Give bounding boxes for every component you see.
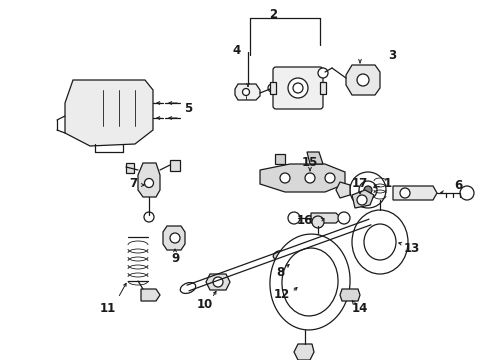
FancyBboxPatch shape — [273, 67, 323, 109]
Polygon shape — [65, 80, 153, 146]
Text: 8: 8 — [276, 266, 284, 279]
Ellipse shape — [364, 224, 396, 260]
Text: 1: 1 — [384, 176, 392, 189]
Polygon shape — [260, 164, 345, 192]
Circle shape — [288, 78, 308, 98]
Polygon shape — [170, 160, 180, 171]
Text: 11: 11 — [100, 302, 116, 315]
Polygon shape — [340, 289, 360, 301]
Polygon shape — [275, 154, 285, 164]
Text: 7: 7 — [129, 176, 137, 189]
Text: 17: 17 — [352, 176, 368, 189]
Text: 13: 13 — [404, 242, 420, 255]
Circle shape — [364, 186, 372, 194]
Circle shape — [268, 84, 276, 92]
Circle shape — [170, 233, 180, 243]
Circle shape — [350, 172, 386, 208]
Polygon shape — [311, 213, 341, 223]
Text: 3: 3 — [388, 49, 396, 62]
Text: 9: 9 — [171, 252, 179, 265]
Circle shape — [213, 277, 223, 287]
Text: 4: 4 — [233, 44, 241, 57]
Text: 16: 16 — [297, 213, 313, 226]
Polygon shape — [294, 344, 314, 360]
Circle shape — [243, 89, 249, 95]
Text: 5: 5 — [184, 102, 192, 114]
Circle shape — [338, 212, 350, 224]
Circle shape — [460, 186, 474, 200]
Ellipse shape — [282, 248, 338, 316]
Text: 10: 10 — [197, 298, 213, 311]
Circle shape — [293, 83, 303, 93]
Circle shape — [312, 216, 324, 228]
Circle shape — [145, 179, 153, 188]
Polygon shape — [163, 226, 185, 250]
Polygon shape — [352, 190, 374, 208]
Text: 12: 12 — [274, 288, 290, 302]
Text: 6: 6 — [454, 179, 462, 192]
Polygon shape — [235, 84, 260, 100]
Polygon shape — [346, 65, 380, 95]
Circle shape — [357, 74, 369, 86]
Circle shape — [325, 173, 335, 183]
Ellipse shape — [180, 283, 196, 293]
Polygon shape — [126, 163, 134, 173]
Text: 15: 15 — [302, 156, 318, 168]
Circle shape — [400, 188, 410, 198]
Polygon shape — [336, 182, 350, 198]
Circle shape — [288, 212, 300, 224]
Text: 14: 14 — [352, 302, 368, 315]
Ellipse shape — [270, 234, 350, 330]
Polygon shape — [307, 152, 323, 164]
Polygon shape — [138, 163, 160, 197]
Ellipse shape — [362, 217, 378, 228]
Ellipse shape — [352, 210, 408, 274]
Circle shape — [280, 173, 290, 183]
Polygon shape — [270, 82, 276, 94]
Polygon shape — [206, 274, 230, 290]
Ellipse shape — [273, 251, 285, 259]
Polygon shape — [320, 82, 326, 94]
Polygon shape — [393, 186, 437, 200]
Circle shape — [305, 173, 315, 183]
Circle shape — [359, 181, 377, 199]
Circle shape — [144, 212, 154, 222]
Text: 2: 2 — [269, 8, 277, 21]
Circle shape — [357, 195, 367, 205]
Polygon shape — [141, 289, 160, 301]
Circle shape — [318, 68, 328, 78]
